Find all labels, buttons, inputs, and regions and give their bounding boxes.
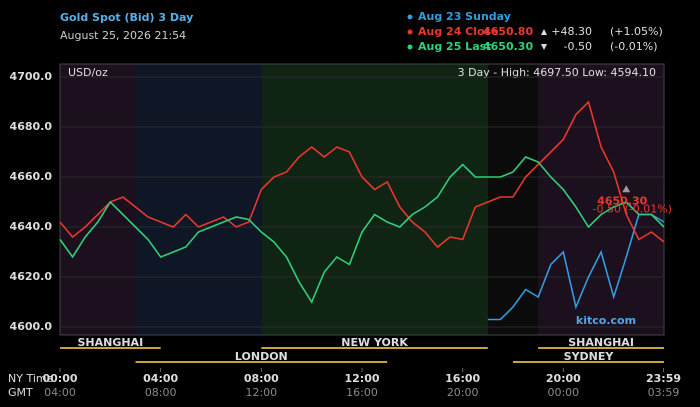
legend-label: Aug 23 Sunday: [418, 10, 511, 23]
legend-price: 4650.30: [483, 40, 533, 53]
x2-tick-label: 04:00: [44, 386, 76, 399]
x-tick-label: 00:00: [42, 372, 77, 385]
chart-title: Gold Spot (Bid) 3 Day: [60, 11, 193, 24]
change-arrow: [541, 44, 547, 50]
legend-change: -0.50: [564, 40, 592, 53]
legend-marker: [407, 29, 413, 35]
y-tick-label: 4640.0: [10, 220, 53, 233]
legend-marker: [407, 14, 413, 20]
chart-subtitle: August 25, 2026 21:54: [60, 29, 186, 42]
x2-tick-label: 08:00: [145, 386, 177, 399]
legend-price: 4650.80: [483, 25, 533, 38]
session-label: NEW YORK: [341, 336, 408, 349]
x2-tick-label: 00:00: [547, 386, 579, 399]
x2-tick-label: 12:00: [245, 386, 277, 399]
x-tick-label: 20:00: [546, 372, 581, 385]
x-tick-label: 04:00: [143, 372, 178, 385]
annotation-subtext: -0.50 (-0.01%): [593, 202, 672, 215]
x2-tick-label: 20:00: [447, 386, 479, 399]
legend-change: +48.30: [551, 25, 592, 38]
y-tick-label: 4680.0: [10, 120, 53, 133]
legend-marker: [407, 44, 413, 50]
series-line: [487, 213, 665, 321]
session-label: SYDNEY: [564, 350, 615, 363]
annotation-text: 4650.30: [597, 194, 647, 207]
session-shade: [262, 64, 488, 335]
y-tick-label: 4700.0: [10, 70, 53, 83]
series-line: [59, 156, 665, 304]
session-label: LONDON: [235, 350, 288, 363]
legend-label: Aug 25 Last: [418, 40, 491, 53]
legend-change-pct: (+1.05%): [610, 25, 663, 38]
x-tick-label: 23:59: [646, 372, 681, 385]
session-shade: [60, 64, 136, 335]
session-shade: [488, 64, 538, 335]
watermark: kitco.com: [576, 314, 636, 327]
x2-tick-label: 16:00: [346, 386, 378, 399]
x2-row-label: GMT: [8, 386, 33, 399]
session-label: SHANGHAI: [77, 336, 143, 349]
session-shade: [538, 64, 664, 335]
plot-frame: [59, 63, 665, 336]
y-tick-label: 4600.0: [10, 320, 53, 333]
session-shade: [136, 64, 262, 335]
legend-label: Aug 24 Close: [418, 25, 499, 38]
x-tick-label: 12:00: [344, 372, 379, 385]
session-label: SHANGHAI: [568, 336, 634, 349]
y-tick-label: 4620.0: [10, 270, 53, 283]
x-row-label: NY Time: [8, 372, 54, 385]
unit-label: USD/oz: [68, 66, 108, 79]
x2-tick-label: 03:59: [648, 386, 680, 399]
annotation-marker: [622, 185, 631, 193]
y-tick-label: 4660.0: [10, 170, 53, 183]
legend-change-pct: (-0.01%): [610, 40, 658, 53]
range-text: 3 Day - High: 4697.50 Low: 4594.10: [458, 66, 656, 79]
x-tick-label: 08:00: [244, 372, 279, 385]
change-arrow: [541, 29, 547, 35]
x-tick-label: 16:00: [445, 372, 480, 385]
series-line: [59, 100, 665, 249]
